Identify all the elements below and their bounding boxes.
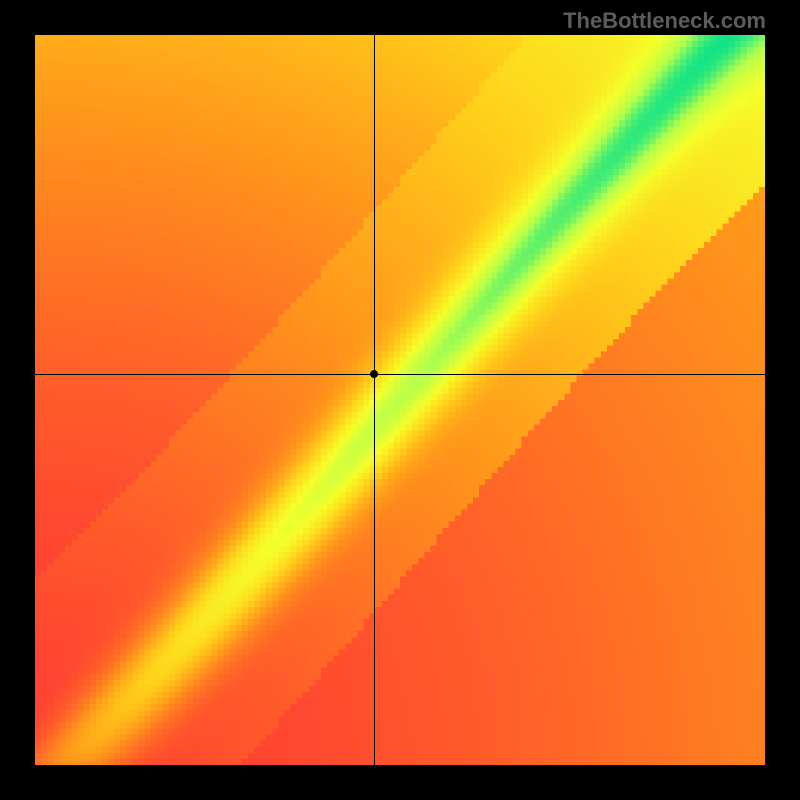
crosshair-horizontal xyxy=(35,374,765,375)
crosshair-vertical xyxy=(374,35,375,765)
bottleneck-heatmap xyxy=(35,35,765,765)
watermark-text: TheBottleneck.com xyxy=(563,8,766,34)
chart-container: TheBottleneck.com xyxy=(0,0,800,800)
